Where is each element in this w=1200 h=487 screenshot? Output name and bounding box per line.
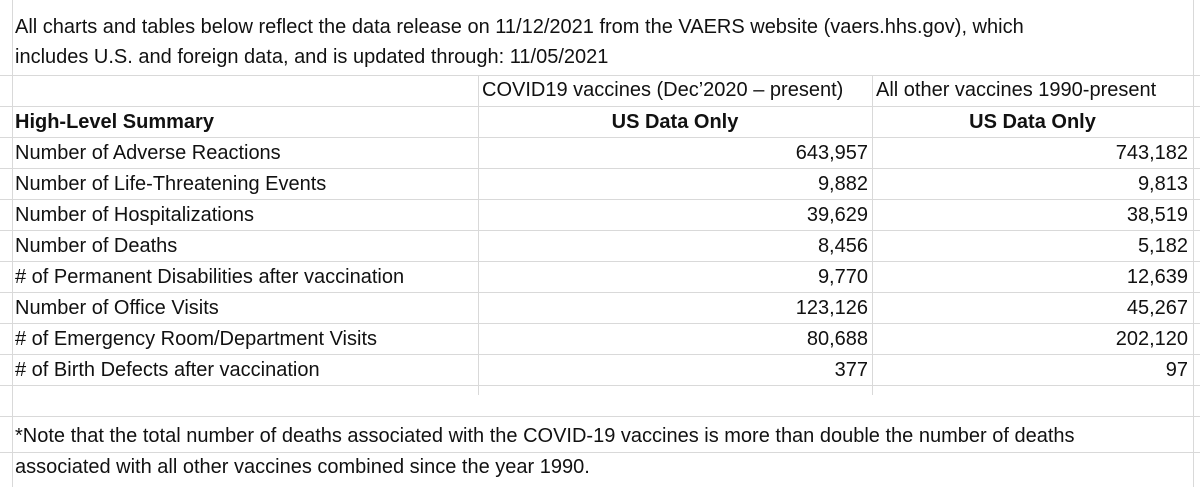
other-subheader: US Data Only <box>969 111 1096 133</box>
covid-value: 377 <box>834 359 868 381</box>
other-value: 202,120 <box>1115 328 1188 350</box>
other-value: 743,182 <box>1115 142 1188 164</box>
other-value: 5,182 <box>1137 235 1188 257</box>
other-column-title: All other vaccines 1990-present <box>876 79 1157 101</box>
note-line-2: associated with all other vaccines combi… <box>15 456 590 478</box>
covid-value: 123,126 <box>795 297 868 319</box>
other-value: 45,267 <box>1126 297 1188 319</box>
intro-line-2: includes U.S. and foreign data, and is u… <box>15 46 609 68</box>
summary-header: High-Level Summary <box>15 111 214 133</box>
row-label: # of Permanent Disabilities after vaccin… <box>15 266 405 288</box>
other-value: 9,813 <box>1137 173 1188 195</box>
covid-value: 39,629 <box>806 204 868 226</box>
row-label: Number of Hospitalizations <box>15 204 254 226</box>
covid-value: 643,957 <box>795 142 868 164</box>
other-value: 97 <box>1165 359 1188 381</box>
covid-column-title: COVID19 vaccines (Dec’2020 – present) <box>482 79 844 101</box>
covid-value: 80,688 <box>806 328 868 350</box>
covid-value: 9,770 <box>817 266 868 288</box>
intro-line-1: All charts and tables below reflect the … <box>15 16 1024 38</box>
covid-subheader: US Data Only <box>611 111 739 133</box>
row-label: Number of Adverse Reactions <box>15 142 281 164</box>
row-label: # of Birth Defects after vaccination <box>15 359 320 381</box>
row-label: Number of Deaths <box>15 235 178 257</box>
other-value: 12,639 <box>1126 266 1188 288</box>
row-label: Number of Office Visits <box>15 297 219 319</box>
note-line-1: *Note that the total number of deaths as… <box>15 425 1075 447</box>
row-label: Number of Life-Threatening Events <box>15 173 327 195</box>
row-label: # of Emergency Room/Department Visits <box>15 328 378 350</box>
covid-value: 8,456 <box>817 235 868 257</box>
other-value: 38,519 <box>1126 204 1188 226</box>
covid-value: 9,882 <box>817 173 868 195</box>
